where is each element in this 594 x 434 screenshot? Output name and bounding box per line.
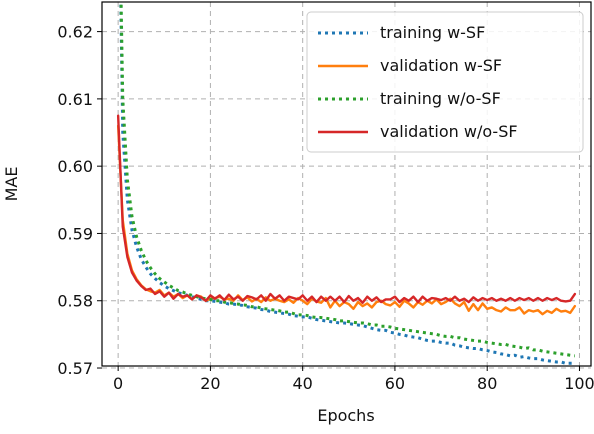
- x-tick-label: 20: [200, 374, 220, 393]
- legend-label-training-w-sf: training w-SF: [380, 23, 485, 42]
- x-tick-label: 100: [564, 374, 594, 393]
- legend: training w-SF validation w-SF training w…: [306, 11, 584, 153]
- legend-label-training-wo-sf: training w/o-SF: [380, 89, 501, 108]
- y-tick-label: 0.60: [57, 157, 93, 176]
- series-line-training-wo-sf: [119, 2, 576, 358]
- legend-label-validation-wo-sf: validation w/o-SF: [380, 122, 518, 141]
- x-tick-label: 80: [477, 374, 497, 393]
- y-tick-label: 0.57: [57, 359, 93, 378]
- x-axis-label: Epochs: [317, 406, 374, 425]
- x-tick-label: 40: [292, 374, 312, 393]
- y-tick-label: 0.58: [57, 292, 93, 311]
- y-axis-label: MAE: [2, 167, 21, 202]
- x-tick-label: 0: [113, 374, 123, 393]
- legend-label-validation-w-sf: validation w-SF: [380, 56, 502, 75]
- legend-box: [306, 11, 584, 153]
- y-tick-label: 0.61: [57, 90, 93, 109]
- series-line-validation-wo-sf: [116, 114, 577, 304]
- series-layer: [116, 2, 577, 365]
- plot-frame: [101, 1, 592, 367]
- y-tick-label: 0.62: [57, 23, 93, 42]
- x-tick-label: 60: [385, 374, 405, 393]
- axis-ticks: 0 20 40 60 80 100 0.57 0.58 0.59 0.60 0.61 0.62: [57, 23, 594, 393]
- y-tick-label: 0.59: [57, 224, 93, 243]
